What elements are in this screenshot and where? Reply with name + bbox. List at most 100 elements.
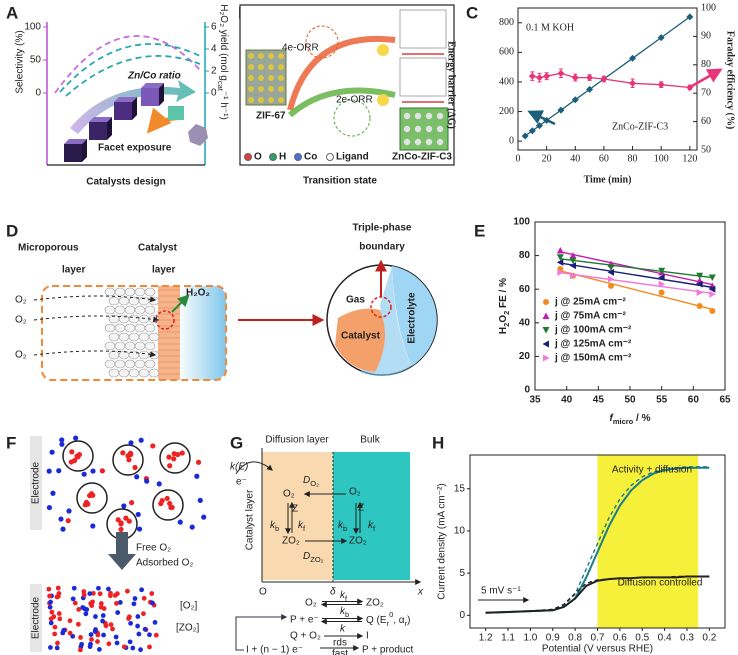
free-dot xyxy=(136,526,143,532)
marker xyxy=(557,268,564,276)
dot xyxy=(46,586,52,592)
cycle xyxy=(235,614,288,651)
label: ZO₂ xyxy=(349,536,367,547)
free-dot xyxy=(194,473,200,479)
pore xyxy=(118,332,130,342)
x-tick-label: 0.5 xyxy=(635,633,649,644)
pore xyxy=(138,350,150,360)
free-dot xyxy=(59,441,65,447)
legend-dot xyxy=(326,153,334,161)
label: Catalyst layer xyxy=(245,489,256,550)
panel-label: D xyxy=(6,221,18,240)
label-part: O₂ xyxy=(310,479,319,488)
pore xyxy=(138,368,150,378)
free-dot xyxy=(49,449,55,455)
dot xyxy=(96,647,102,652)
x-tick-label: 1.1 xyxy=(501,633,515,644)
panel-label: F xyxy=(6,433,16,452)
pore xyxy=(144,359,156,369)
pore xyxy=(258,86,264,92)
panel-label: H xyxy=(432,433,444,452)
marker xyxy=(658,280,666,288)
label: Gas xyxy=(346,295,365,306)
free-dot xyxy=(60,526,66,532)
dot xyxy=(78,635,83,640)
label-part: D xyxy=(303,475,310,486)
dot xyxy=(81,592,87,598)
adsorbed-dot xyxy=(168,504,174,510)
marker xyxy=(528,127,536,135)
fit-line xyxy=(560,262,713,289)
pore xyxy=(248,86,254,92)
label: H₂O₂ xyxy=(186,288,210,299)
adsorbed-dot xyxy=(69,449,75,455)
dot xyxy=(87,591,93,597)
label: Z xyxy=(358,503,364,514)
eq-text-part: , α xyxy=(393,615,405,626)
o2-label: O₂ xyxy=(15,315,27,326)
pore xyxy=(138,332,150,342)
legend-dot xyxy=(269,153,277,161)
marker xyxy=(629,79,637,87)
label: ZIF-67 xyxy=(256,111,286,122)
label: Bulk xyxy=(360,435,380,446)
pore xyxy=(425,112,433,120)
pore xyxy=(258,53,264,59)
pore xyxy=(403,138,411,146)
label: kb xyxy=(270,520,279,534)
cube xyxy=(64,144,82,162)
free-dot xyxy=(59,437,65,443)
x-tick-label: 1.2 xyxy=(479,633,493,644)
dot xyxy=(54,645,60,651)
dot xyxy=(135,623,140,629)
dashed-arrow xyxy=(33,315,160,323)
eq-text-part: 0 xyxy=(389,610,393,619)
catalyst-stripe xyxy=(158,286,180,380)
down-arrow xyxy=(108,532,136,570)
pore xyxy=(268,75,274,81)
legend-label: j @ 75mA cm⁻² xyxy=(554,311,626,322)
x-tick-label: 0.8 xyxy=(568,633,582,644)
marker xyxy=(608,275,615,283)
pore xyxy=(258,64,264,70)
label: Electrode xyxy=(31,596,42,639)
marker xyxy=(696,280,703,288)
x-label-part: micro xyxy=(613,417,634,426)
pore xyxy=(268,86,274,92)
x-tick-label: 65 xyxy=(719,395,731,406)
cube-side xyxy=(132,97,137,120)
dot xyxy=(49,609,55,615)
eq-text-part: f xyxy=(345,594,348,603)
marker xyxy=(629,54,637,62)
y-tick-label: 15 xyxy=(454,483,466,494)
y-label: H2O2 FE / % xyxy=(498,278,512,334)
free-dot xyxy=(189,524,195,530)
x-label: Catalysts design xyxy=(86,177,165,188)
legend-dot xyxy=(294,153,302,161)
pore xyxy=(128,314,140,324)
dot xyxy=(75,621,81,627)
cube xyxy=(114,102,132,120)
y-label-part: 2 xyxy=(502,311,511,315)
electrode-strip xyxy=(30,584,42,652)
y2-tick-label: 4 xyxy=(211,44,217,55)
pore xyxy=(258,97,264,103)
eq-text: k xyxy=(340,624,346,635)
eq-text: Q + O₂ xyxy=(290,631,321,642)
y-tick-label: 100 xyxy=(513,217,530,228)
label-part: D xyxy=(303,551,310,562)
y-tick-label: 5 xyxy=(459,568,465,579)
marker xyxy=(556,258,564,266)
dot xyxy=(147,632,152,638)
eq-text-part: k xyxy=(340,606,346,617)
cube xyxy=(168,106,184,120)
electrolyte-area xyxy=(392,266,437,366)
label: O₂ xyxy=(283,489,295,500)
dashed-arrow xyxy=(33,295,157,303)
x-label: Time (min) xyxy=(584,174,632,185)
y2-tick-label: 6 xyxy=(211,22,217,33)
dot xyxy=(96,585,101,591)
y-tick-label: 100 xyxy=(24,22,41,33)
eq-text: I + (n − 1) e⁻ xyxy=(246,645,303,655)
